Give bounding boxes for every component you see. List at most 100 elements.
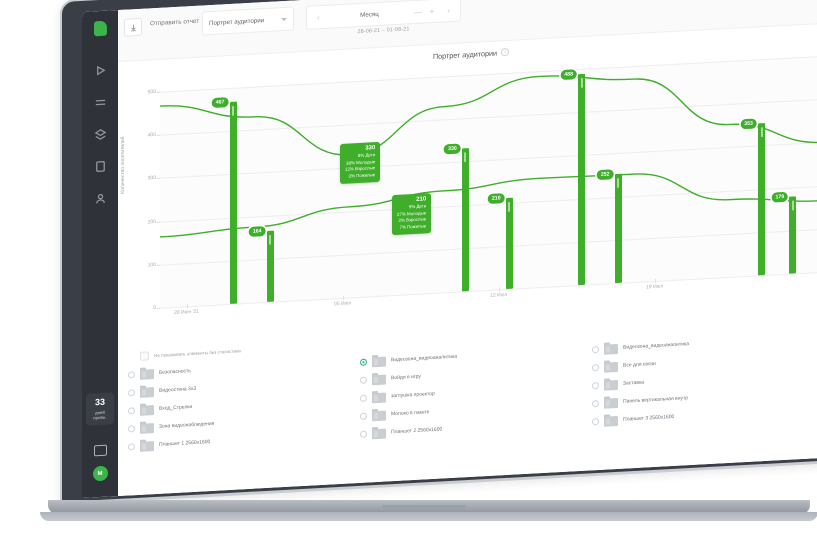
hide-empty-label: Не показывать элементы без статистики <box>154 348 241 359</box>
list-item-radio[interactable] <box>360 376 367 384</box>
list-item-radio[interactable] <box>360 358 367 366</box>
tooltip-row: 3% Пожилые <box>348 171 376 179</box>
x-axis-tick-line <box>654 278 656 283</box>
sidebar-item-chart[interactable] <box>89 92 111 111</box>
chart-value-bubble[interactable]: 252 <box>596 169 614 181</box>
chart-bar[interactable] <box>614 173 622 284</box>
info-icon[interactable]: i <box>501 47 510 57</box>
list-item-radio[interactable] <box>360 412 367 420</box>
list-item-label: Вход_Стрелки <box>159 404 193 412</box>
period-label: Месяц <box>360 10 379 19</box>
chart-bar-cap <box>269 234 272 246</box>
folder-icon <box>140 403 154 416</box>
list-item-radio[interactable] <box>592 399 599 407</box>
list-item-radio[interactable] <box>360 430 367 438</box>
avatar[interactable]: М <box>92 465 108 482</box>
list-item-label: Видеозона_видеоаналитика <box>391 353 458 364</box>
list-item-radio[interactable] <box>128 406 135 415</box>
x-axis-tick: 05 Июл <box>334 300 352 308</box>
list-item-label: Панель вертикальная внутр <box>623 395 689 405</box>
chart-bar[interactable] <box>578 73 586 286</box>
list-item-radio[interactable] <box>592 363 599 371</box>
chart-bar-cap <box>232 106 235 117</box>
next-period-button[interactable]: › <box>447 5 450 15</box>
app-logo[interactable] <box>82 10 118 46</box>
folder-icon <box>604 414 618 427</box>
list-item-label: заглушка проектор <box>391 390 435 400</box>
chart-bar[interactable] <box>505 197 513 290</box>
list-item-radio[interactable] <box>360 394 367 402</box>
list-item-radio[interactable] <box>592 381 599 389</box>
sidebar-item-play[interactable] <box>89 60 111 79</box>
chart-value-bubble[interactable]: 353 <box>740 117 757 129</box>
list-item-radio[interactable] <box>128 442 135 451</box>
chart-line <box>160 173 817 238</box>
list-item-label: Молоко в пакете <box>391 409 430 418</box>
logo-mark-icon <box>93 20 107 36</box>
chart-bar[interactable] <box>461 148 469 292</box>
y-axis-tick: 200 <box>147 218 156 226</box>
x-axis-tick: 12 Июл <box>490 291 508 299</box>
toolbar: Отправить отчет Портрет аудитории ‹ Меся… <box>118 0 817 63</box>
chart-bar[interactable] <box>789 196 797 274</box>
tooltip-row: 7% Пожилые <box>399 223 427 230</box>
send-report-button[interactable]: Отправить отчет <box>150 17 200 28</box>
y-axis-title: Количество посетителей <box>120 136 126 194</box>
period-increase-button[interactable]: + <box>429 6 435 16</box>
y-axis-tick: 100 <box>147 261 156 269</box>
chart-value-bubble[interactable]: 164 <box>248 226 266 238</box>
folder-icon <box>140 421 154 434</box>
chart-bar[interactable] <box>229 101 237 305</box>
chart-plot: 0 100 200 300 400 500 467 164 330 210 488 252 353 179… <box>148 55 817 311</box>
folder-icon <box>604 360 618 373</box>
chart-bar-cap <box>580 78 583 89</box>
prev-period-button[interactable]: ‹ <box>317 12 320 22</box>
report-select[interactable]: Портрет аудитории <box>202 6 294 36</box>
chevron-down-icon <box>281 17 287 21</box>
list-item-radio[interactable] <box>128 424 135 433</box>
chart-bar-cap <box>508 202 511 213</box>
hide-empty-checkbox[interactable] <box>140 351 149 361</box>
chart-value-bubble[interactable]: 210 <box>487 193 505 205</box>
chart-tooltip: 330 8% Дети 38% Молодые 12% Взрослые 3% Пожи… <box>340 141 381 185</box>
chart-value-bubble[interactable]: 467 <box>211 97 229 109</box>
chart-bar-cap <box>464 152 467 163</box>
trial-badge[interactable]: 33 дней пробн. <box>86 391 114 426</box>
chart-value-bubble[interactable]: 330 <box>444 143 461 155</box>
x-axis-tick: 19 Июл <box>646 283 664 291</box>
list-item-label: Видеостена 3х3 <box>159 385 197 394</box>
chart-bar[interactable] <box>758 122 766 276</box>
folder-icon <box>604 342 618 355</box>
chart-bar[interactable] <box>266 230 274 302</box>
sidebar-item-user[interactable] <box>89 188 111 207</box>
sidebar-item-document[interactable] <box>89 156 111 175</box>
list-column: Видеозона_видеоаналитика Все для связи Зас… <box>592 331 816 427</box>
chart-value-bubble[interactable]: 179 <box>771 191 789 203</box>
list-item-radio[interactable] <box>128 370 135 379</box>
list-item-label: Планшет 2 2560х1600 <box>391 426 443 436</box>
application-window: 33 дней пробн. М Отправить отчет Портрет… <box>82 0 817 499</box>
download-icon[interactable] <box>124 17 142 37</box>
trial-days: 33 <box>94 396 105 407</box>
chart-value-bubble[interactable]: 488 <box>560 69 577 81</box>
sidebar-nav <box>89 60 111 207</box>
chart-line <box>160 75 817 156</box>
folder-icon <box>372 408 386 422</box>
laptop-notch <box>382 505 466 510</box>
list-item-radio[interactable] <box>592 417 599 425</box>
y-axis-tick: 0 <box>153 304 156 312</box>
list-column: Видеозона_видеоаналитика Войди в игру загл… <box>360 344 584 440</box>
folder-icon <box>140 439 154 452</box>
laptop-base-bottom <box>40 512 817 521</box>
folder-icon <box>140 385 154 398</box>
list-item-label: Зона видеонаблюдения <box>159 420 215 430</box>
sidebar-item-layers[interactable] <box>89 124 111 143</box>
x-axis-tick-line <box>498 287 500 292</box>
list-item-radio[interactable] <box>128 388 135 397</box>
list-item-radio[interactable] <box>592 345 599 353</box>
list-item-label: Планшет 1 2560х1600 <box>159 439 211 448</box>
monitor-icon[interactable] <box>93 444 107 457</box>
period-decrease-button[interactable]: — <box>414 7 422 17</box>
folder-icon <box>372 354 386 368</box>
